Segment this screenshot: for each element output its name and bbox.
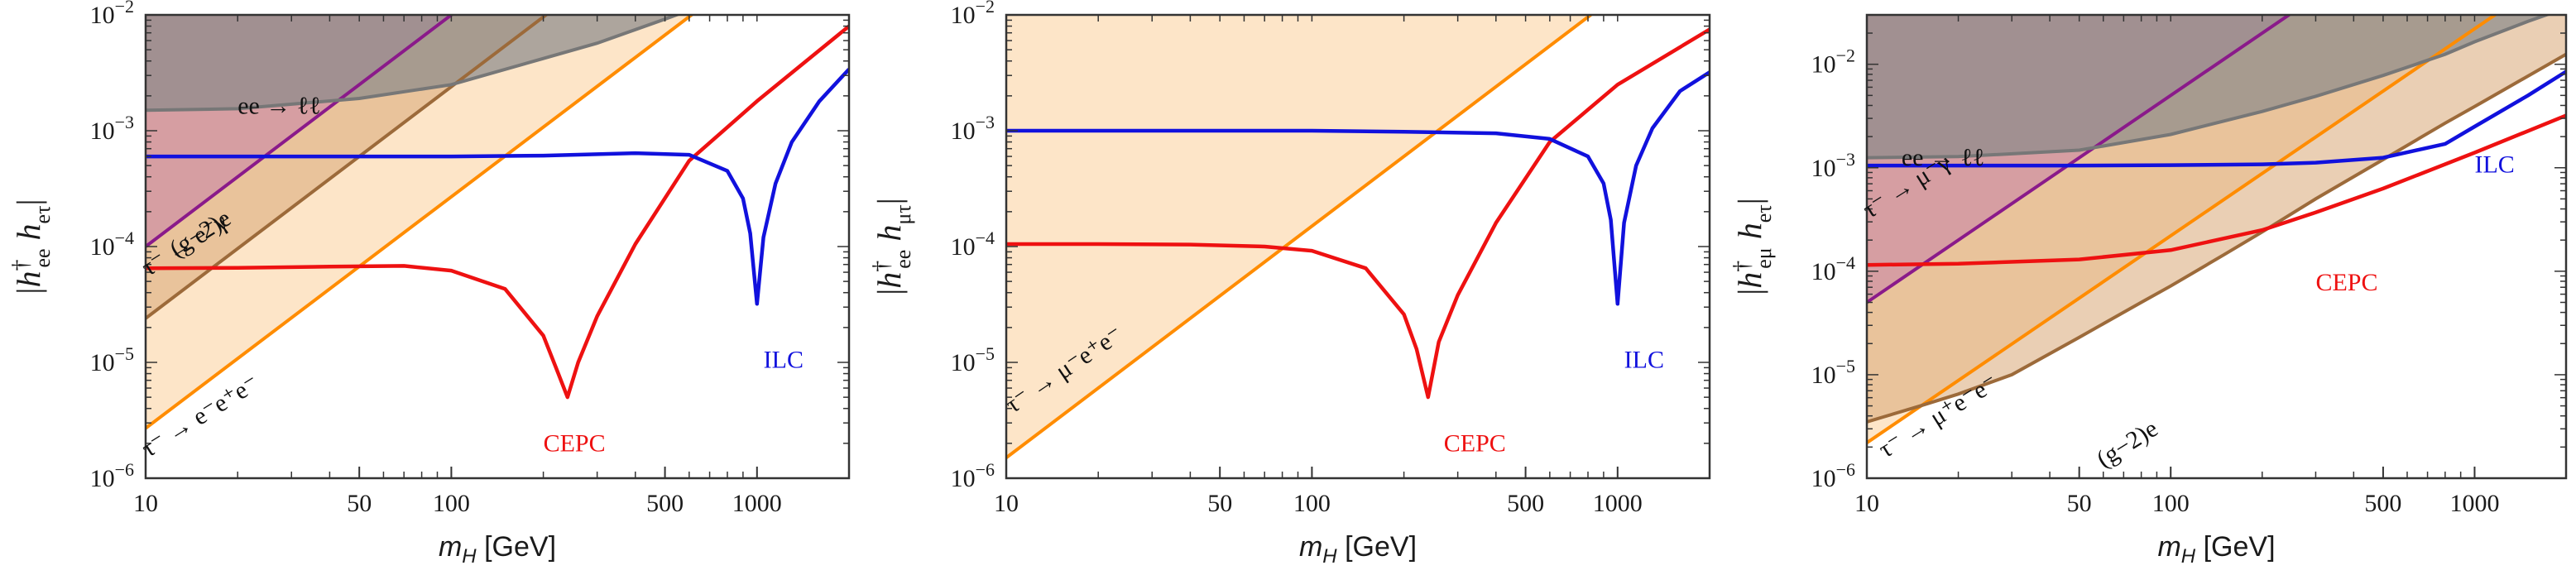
svg-text:|h†ee hμτ|: |h†ee hμτ| — [869, 198, 915, 295]
x-tick-label: 50 — [1207, 490, 1232, 517]
x-tick-label: 10 — [994, 490, 1019, 517]
label-ee-ll: ee → ℓℓ — [1902, 144, 1984, 171]
plot-frame — [1865, 13, 2568, 480]
y-tick-label: 10−5 — [90, 343, 134, 376]
y-tick-label: 10−3 — [1811, 149, 1855, 182]
y-axis-label: |h†ee heτ| — [8, 199, 55, 294]
y-tick-label: 10−2 — [90, 0, 134, 29]
y-tick-label: 10−4 — [1811, 252, 1855, 285]
x-tick-label: 500 — [2364, 490, 2401, 517]
region-edge-g-2 — [1867, 52, 2566, 424]
region-ee-ll — [1867, 15, 2547, 158]
label-ilc: ILC — [764, 346, 804, 373]
x-tick-label: 500 — [646, 490, 684, 517]
x-axis-label: mH [GeV] — [439, 531, 556, 568]
region-edge-ee-ll — [1867, 15, 2552, 160]
label-ilc: ILC — [2474, 151, 2514, 178]
x-tick-label: 100 — [433, 490, 470, 517]
region-edge-ee-ll — [146, 15, 682, 113]
x-tick-label: 50 — [2067, 490, 2092, 517]
series-ilc — [1006, 70, 1710, 306]
y-tick-label: 10−2 — [951, 0, 995, 29]
region-edge-tau-muee — [1867, 15, 2498, 444]
y-tick-label: 10−4 — [90, 228, 134, 261]
x-tick-label: 10 — [133, 490, 158, 517]
y-tick-label: 10−6 — [1811, 459, 1855, 492]
y-tick-label: 10−6 — [951, 459, 995, 492]
x-tick-label: 100 — [1293, 490, 1331, 517]
label-cepc: CEPC — [2315, 269, 2377, 296]
series-ilc — [1867, 69, 2566, 168]
y-tick-label: 10−3 — [90, 112, 134, 145]
region-edge-tau-muee — [1006, 15, 1594, 459]
x-tick-label: 1000 — [2449, 490, 2499, 517]
x-tick-label: 500 — [1507, 490, 1544, 517]
y-axis-label: |h†ee hμτ| — [869, 198, 915, 295]
label-ilc: ILC — [1624, 346, 1664, 373]
x-axis-label: mH [GeV] — [2157, 531, 2275, 568]
svg-text:|h†eμ heτ|: |h†eμ heτ| — [1729, 198, 1776, 295]
label-cepc: CEPC — [1444, 430, 1506, 458]
label-cepc: CEPC — [544, 430, 606, 458]
x-tick-label: 1000 — [732, 490, 782, 517]
region-edge-g-2 — [146, 15, 549, 320]
series-cepc — [146, 24, 849, 400]
x-tick-label: 50 — [347, 490, 372, 517]
region-edge-tau-mugamma — [1867, 15, 2292, 304]
x-tick-label: 10 — [1854, 490, 1879, 517]
series-ilc — [146, 68, 849, 306]
y-tick-label: 10−4 — [951, 228, 995, 261]
series-cepc — [1006, 27, 1710, 400]
panel-middle: 10 50 100 500 1000 10−6 10−5 10−4 10−3 10−2 mH [Ge… — [869, 0, 1711, 568]
panel-left: 10 50 100 500 1000 10−6 10−5 10−4 10−3 10−2 mH [Ge… — [8, 0, 851, 568]
x-tick-label: 100 — [2152, 490, 2190, 517]
label-ee-ll: ee → ℓℓ — [237, 93, 320, 120]
region-ee-ll — [146, 15, 677, 111]
x-tick-label: 1000 — [1593, 490, 1643, 517]
x-axis-label: mH [GeV] — [1299, 531, 1417, 568]
y-tick-label: 10−3 — [951, 112, 995, 145]
y-tick-label: 10−5 — [1811, 356, 1855, 389]
series-cepc — [1867, 113, 2566, 267]
y-tick-label: 10−2 — [1811, 46, 1855, 79]
y-axis-label: |h†eμ heτ| — [1729, 198, 1776, 295]
svg-text:|h†ee heτ|: |h†ee heτ| — [8, 199, 55, 294]
y-tick-label: 10−6 — [90, 459, 134, 492]
panel-right: 10 50 100 500 1000 10−6 10−5 10−4 10−3 10−2 mH [Ge… — [1729, 13, 2568, 568]
y-tick-label: 10−5 — [951, 343, 995, 376]
region-edge-tau-eee — [146, 15, 695, 430]
